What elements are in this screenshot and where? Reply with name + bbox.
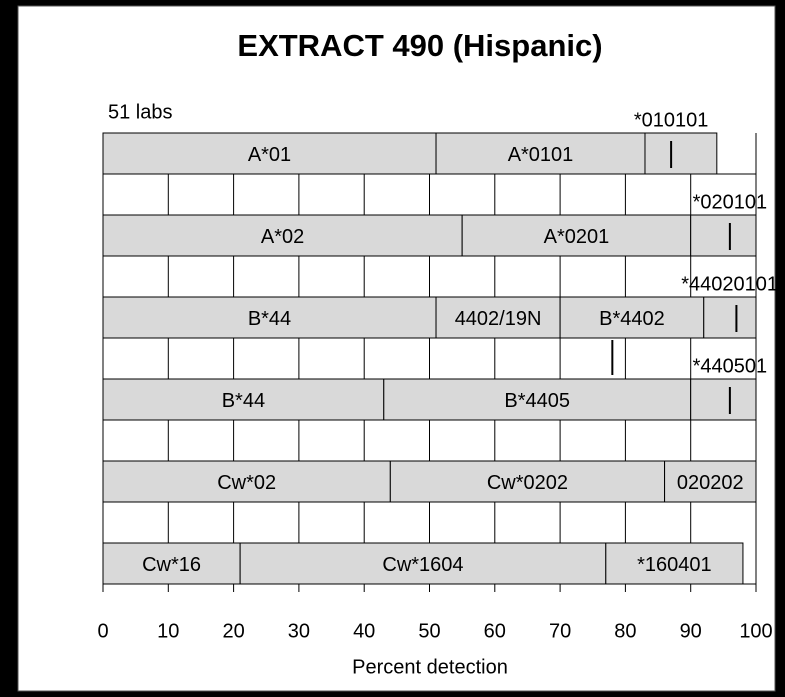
segment-label: Cw*1604 [382,554,463,576]
bar-segment [102,460,391,503]
x-tick-label: 90 [680,620,702,642]
bar-segment [383,378,692,421]
segment-label: B*4402 [599,308,665,330]
subtitle: 51 labs [108,101,173,123]
segment-label: *020101 [693,191,768,213]
bar-segment [690,378,757,421]
bar-segment [435,296,561,339]
segment-label: A*02 [261,226,304,248]
x-tick-label: 10 [157,620,179,642]
segment-label: *160401 [637,554,712,576]
segment-label: 4402/19N [455,308,542,330]
x-tick-label: 100 [739,620,772,642]
bar-segment [644,132,718,175]
bar-segment [559,296,705,339]
segment-label: *010101 [634,109,709,131]
segment-label: 020202 [677,472,744,494]
x-tick-label: 50 [418,620,440,642]
bar-segment [102,542,241,585]
bar-segment [461,214,692,257]
segment-label: A*0101 [508,144,574,166]
segment-label: *44020101 [681,273,778,295]
chart-title: EXTRACT 490 (Hispanic) [237,28,602,63]
segment-label: Cw*0202 [487,472,568,494]
x-tick-label: 0 [97,620,108,642]
bar-segment [703,296,757,339]
x-tick-label: 80 [614,620,636,642]
bar-segment [102,296,437,339]
x-tick-label: 70 [549,620,571,642]
segment-label: Cw*02 [217,472,276,494]
segment-label: *440501 [693,355,768,377]
segment-label: A*0201 [544,226,610,248]
bar-segment [102,378,385,421]
segment-label: A*01 [248,144,291,166]
bar-segment [605,542,744,585]
bar-segment [690,214,757,257]
segment-label: B*4405 [504,390,570,412]
x-tick-label: 30 [288,620,310,642]
bar-segment [664,460,757,503]
bar-segment [389,460,666,503]
segment-label: B*44 [248,308,291,330]
segment-label: B*44 [222,390,265,412]
bar-segment [102,132,437,175]
bar-segment [102,214,463,257]
segment-label: Cw*16 [142,554,201,576]
x-tick-label: 60 [484,620,506,642]
bar-segment [435,132,646,175]
x-tick-label: 20 [222,620,244,642]
x-tick-label: 40 [353,620,375,642]
x-axis-label: Percent detection [352,656,508,678]
